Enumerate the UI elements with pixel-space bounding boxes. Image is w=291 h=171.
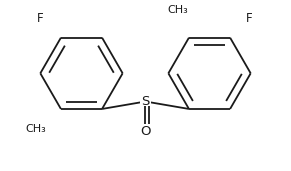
Text: O: O [140,126,151,139]
Text: F: F [37,12,43,25]
Text: S: S [141,95,150,108]
Text: CH₃: CH₃ [26,124,47,134]
Text: CH₃: CH₃ [167,5,188,15]
Text: F: F [246,12,253,25]
